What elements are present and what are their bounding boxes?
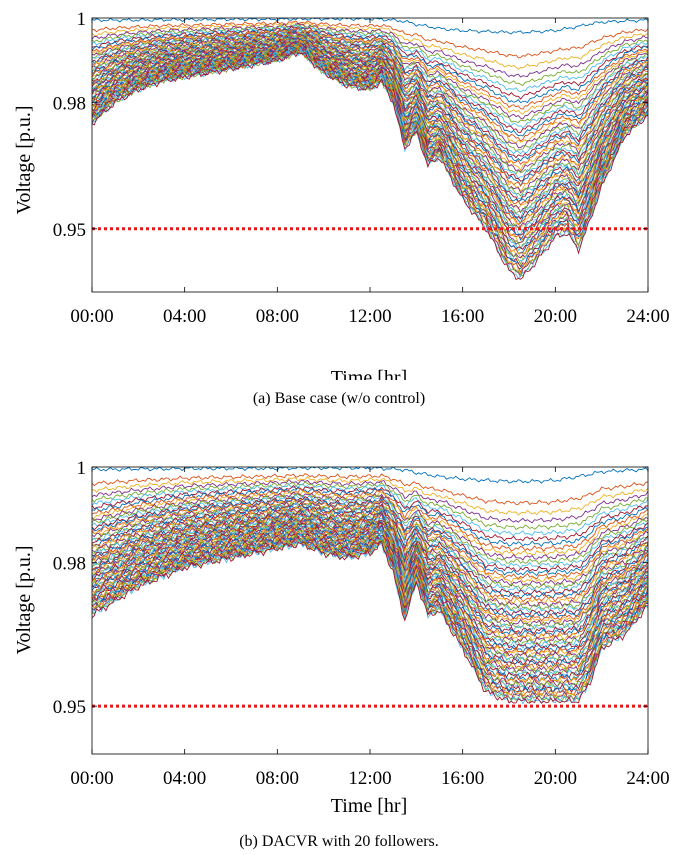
plot-area: 00:00 04:00 08:00 12:00 16:00 20:00 24:00 0.95 0…	[53, 9, 670, 327]
y-tick-label: 1	[77, 9, 87, 30]
x-tick-label: 08:00	[256, 768, 299, 789]
series-group	[92, 467, 648, 705]
series-line	[92, 24, 648, 87]
chart-panel-b: 00:00 04:00 08:00 12:00 16:00 20:00 24:00 0.95 0…	[0, 440, 678, 855]
series-line	[92, 506, 648, 606]
series-line	[92, 529, 648, 670]
x-axis-label: Time [hr]	[331, 795, 407, 817]
plot-area: 00:00 04:00 08:00 12:00 16:00 20:00 24:00 0.95 0…	[53, 458, 670, 789]
series-line	[92, 495, 648, 573]
x-tick-label: 04:00	[163, 306, 206, 327]
series-line	[92, 46, 648, 266]
series-line	[92, 476, 648, 516]
series-line	[92, 523, 648, 658]
y-axis-label: Voltage [p.u.]	[13, 105, 35, 214]
y-tick-label: 0.95	[53, 697, 86, 718]
series-line	[92, 33, 648, 153]
series-line	[92, 538, 648, 698]
series-line	[92, 522, 648, 651]
series-line	[92, 32, 648, 149]
caption-a: (a) Base case (w/o control)	[252, 390, 426, 407]
series-line	[92, 45, 648, 250]
y-tick-label: 0.95	[53, 220, 86, 241]
series-line	[92, 535, 648, 694]
series-line	[92, 497, 648, 580]
y-tick-label: 1	[77, 458, 87, 479]
series-group	[92, 18, 648, 281]
chart-b: 00:00 04:00 08:00 12:00 16:00 20:00 24:00 0.95 0…	[13, 458, 670, 817]
caption-b: (b) DACVR with 20 followers.	[239, 833, 439, 850]
x-tick-label: 16:00	[441, 306, 484, 327]
chart-a: 00:00 04:00 08:00 12:00 16:00 20:00 24:00 0.95 0…	[13, 9, 670, 389]
series-line	[92, 509, 648, 617]
series-line	[92, 521, 648, 649]
series-line	[92, 20, 648, 59]
series-line	[92, 21, 648, 70]
x-tick-label: 08:00	[256, 306, 299, 327]
x-tick-label: 04:00	[163, 768, 206, 789]
series-line	[92, 44, 648, 241]
series-line	[92, 473, 648, 506]
series-line	[92, 27, 648, 120]
series-line	[92, 522, 648, 654]
y-tick-label: 0.98	[53, 93, 86, 114]
series-line	[92, 514, 648, 630]
series-line	[92, 541, 648, 704]
series-line	[92, 484, 648, 542]
series-line	[92, 496, 648, 577]
series-line	[92, 39, 648, 210]
y-tick-label: 0.98	[53, 554, 86, 575]
y-axis-label-group: Voltage [p.u.]	[13, 105, 35, 214]
y-axis-label: Voltage [p.u.]	[13, 545, 35, 654]
chart-panel-a: 00:00 04:00 08:00 12:00 16:00 20:00 24:00 0.95 0…	[0, 0, 678, 410]
series-line	[92, 539, 648, 705]
x-axis-label: Time [hr]	[331, 367, 407, 380]
series-line	[92, 42, 648, 224]
series-line	[92, 25, 648, 100]
series-line	[92, 44, 648, 235]
x-tick-label: 20:00	[534, 768, 577, 789]
series-line	[92, 508, 648, 609]
x-tick-label: 12:00	[348, 768, 391, 789]
series-line	[92, 51, 648, 281]
series-line	[92, 46, 648, 255]
x-tick-label: 00:00	[70, 306, 113, 327]
x-tick-label: 12:00	[348, 306, 391, 327]
x-tick-label: 24:00	[626, 306, 669, 327]
x-tick-label: 20:00	[534, 306, 577, 327]
series-line	[92, 491, 648, 561]
series-line	[92, 36, 648, 182]
x-tick-label: 24:00	[626, 768, 669, 789]
x-tick-label: 00:00	[70, 768, 113, 789]
series-line	[92, 38, 648, 197]
x-tick-label: 16:00	[441, 768, 484, 789]
series-line	[92, 483, 648, 537]
series-line	[92, 537, 648, 696]
series-line	[92, 481, 648, 530]
series-line	[92, 508, 648, 614]
series-line	[92, 487, 648, 552]
series-line	[92, 26, 648, 110]
series-line	[92, 49, 648, 280]
